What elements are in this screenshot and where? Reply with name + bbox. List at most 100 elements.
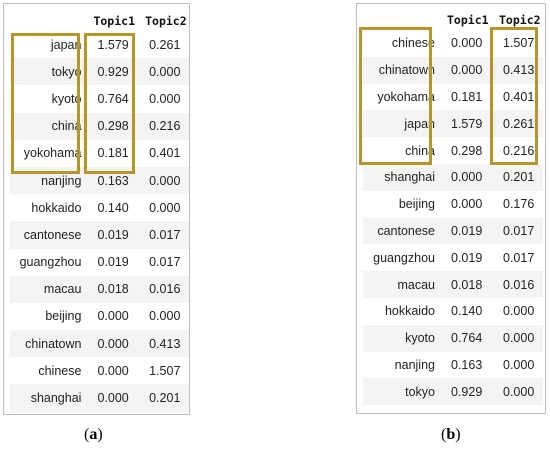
table-row: hokkaido 0.140 0.000	[363, 298, 543, 325]
topic2-cell: 0.413	[495, 56, 543, 84]
table-row: chinatown 0.000 0.413	[10, 330, 189, 358]
topic2-cell: 0.000	[495, 378, 543, 406]
table-row: tokyo 0.929 0.000	[10, 58, 189, 86]
topic1-cell: 0.140	[97, 200, 129, 215]
topic2-cell: 0.000	[141, 166, 189, 195]
topic1-cell: 0.018	[89, 275, 142, 303]
table-row: chinese 0.000 1.507	[10, 357, 189, 384]
term-cell: cantonese	[363, 217, 443, 245]
table-row: kyoto 0.764 0.000	[363, 324, 543, 352]
caption-open: (	[84, 426, 90, 443]
table-row: yokohama 0.181 0.401	[10, 140, 189, 167]
topic2-cell: 0.000	[149, 200, 181, 215]
term-cell: nanjing	[10, 166, 90, 195]
term-cell: guangzhou	[19, 255, 82, 270]
topic1-cell: 1.579	[443, 110, 495, 138]
topic1-cell: 0.000	[97, 309, 129, 324]
topic2-cell: 0.016	[141, 275, 189, 303]
caption-b: (b)	[441, 426, 461, 444]
term-cell: macau	[363, 271, 443, 298]
term-cell: shanghai	[10, 384, 90, 412]
table-row: nanjing 0.163 0.000	[10, 166, 189, 195]
term-cell: tokyo	[363, 378, 443, 406]
table-row: macau 0.018 0.016	[10, 275, 189, 303]
topic2-cell: 1.507	[503, 36, 535, 51]
topic2-cell: 0.261	[149, 37, 181, 52]
term-cell: shanghai	[363, 163, 443, 191]
topic1-cell: 0.929	[443, 378, 495, 406]
term-cell: chinese	[391, 36, 435, 51]
term-cell: yokohama	[23, 146, 82, 161]
term-cell: kyoto	[51, 91, 82, 106]
topic2-cell: 0.000	[141, 58, 189, 86]
topic2-cell: 0.216	[141, 112, 189, 140]
table-row: beijing 0.000 0.176	[363, 191, 543, 218]
table-row: shanghai 0.000 0.201	[363, 163, 543, 191]
term-cell: macau	[10, 275, 90, 303]
caption-letter: b	[446, 426, 456, 443]
caption-close: )	[455, 426, 461, 443]
topic1-cell: 0.000	[443, 163, 495, 191]
topic2-cell: 0.016	[495, 271, 543, 298]
topic2-cell: 0.000	[503, 357, 535, 372]
topic1-cell: 0.764	[97, 91, 129, 106]
topic1-cell: 0.000	[89, 384, 142, 412]
term-cell: chinese	[38, 363, 82, 378]
topic1-cell: 0.000	[451, 36, 483, 51]
header-topic2: Topic2	[145, 14, 187, 28]
table-row: cantonese 0.019 0.017	[10, 221, 189, 249]
topic1-cell: 0.000	[97, 363, 129, 378]
header-row: Topic1 Topic2	[10, 11, 189, 31]
term-cell: chinatown	[10, 330, 90, 358]
term-cell: japan	[363, 110, 443, 138]
topic1-cell: 0.298	[451, 143, 483, 158]
term-cell: tokyo	[10, 58, 90, 86]
header-term	[363, 10, 443, 30]
caption-letter: a	[89, 426, 98, 443]
topic2-cell: 0.000	[503, 304, 535, 319]
topic1-cell: 0.764	[443, 324, 495, 352]
topic2-cell: 0.000	[149, 309, 181, 324]
table-row: japan 1.579 0.261	[363, 110, 543, 138]
topic1-cell: 0.019	[89, 221, 142, 249]
topic2-cell: 0.017	[495, 217, 543, 245]
table-row: tokyo 0.929 0.000	[363, 378, 543, 406]
term-cell: hokkaido	[384, 304, 435, 319]
table-row: shanghai 0.000 0.201	[10, 384, 189, 412]
table-row: guangzhou 0.019 0.017	[10, 249, 189, 276]
topic-table-a: Topic1 Topic2 japan 1.579 0.261 tokyo 0.929…	[10, 11, 189, 412]
term-cell: china	[10, 112, 90, 140]
topic1-cell: 0.163	[89, 166, 142, 195]
table-panel-a: Topic1 Topic2 japan 1.579 0.261 tokyo 0.929…	[3, 3, 190, 415]
header-row: Topic1 Topic2	[363, 10, 543, 30]
header-term	[10, 11, 89, 31]
topic1-cell: 0.140	[451, 304, 483, 319]
topic2-cell: 0.176	[503, 197, 535, 212]
topic1-cell: 0.019	[443, 217, 495, 245]
topic1-cell: 0.000	[443, 56, 495, 84]
table-row: beijing 0.000 0.000	[10, 303, 189, 330]
topic2-cell: 0.000	[495, 324, 543, 352]
topic1-cell: 0.000	[89, 330, 142, 358]
table-row: china 0.298 0.216	[363, 137, 543, 164]
topic2-cell: 0.401	[503, 89, 535, 104]
topic2-cell: 0.201	[141, 384, 189, 412]
topic1-cell: 0.018	[443, 271, 495, 298]
term-cell: nanjing	[394, 357, 435, 372]
topic2-cell: 0.201	[495, 163, 543, 191]
term-cell: kyoto	[363, 324, 443, 352]
term-cell: guangzhou	[373, 250, 435, 265]
topic2-cell: 0.000	[149, 91, 181, 106]
caption-open: (	[441, 426, 447, 443]
term-cell: beijing	[45, 309, 82, 324]
term-cell: hokkaido	[31, 200, 82, 215]
caption-a: (a)	[84, 426, 103, 444]
term-cell: beijing	[398, 197, 435, 212]
header-topic1: Topic1	[447, 13, 489, 27]
header-topic2: Topic2	[499, 13, 541, 27]
topic1-cell: 0.019	[97, 255, 129, 270]
topic2-cell: 0.017	[141, 221, 189, 249]
topic2-cell: 0.401	[149, 146, 181, 161]
table-row: nanjing 0.163 0.000	[363, 352, 543, 379]
topic1-cell: 0.163	[451, 357, 483, 372]
